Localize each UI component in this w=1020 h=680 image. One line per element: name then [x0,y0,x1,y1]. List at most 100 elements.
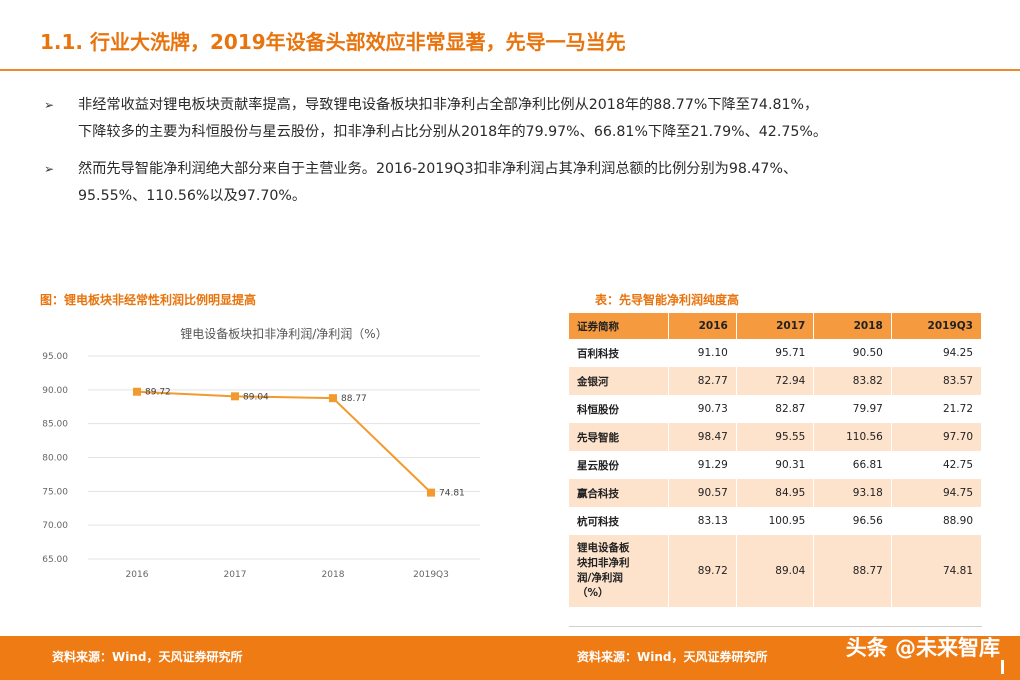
data-point [231,392,239,401]
table-cell: 89.72 [668,535,737,607]
table-row-label: 锂电设备板块扣非净利润/净利润 （%） [569,535,669,607]
bullet-item: ➢ 然而先导智能净利润绝大部分来自于主营业务。2016-2019Q3扣非净利润占… [44,156,1004,210]
table-row-label: 百利科技 [569,339,669,367]
table-cell: 72.94 [736,367,815,395]
table-cell: 21.72 [891,395,983,423]
table-row: 百利科技 91.10 95.71 90.50 94.25 [569,339,983,367]
y-tick-label: 80.00 [42,454,68,464]
table-cell: 94.75 [891,479,983,507]
page-title: 1.1. 行业大洗牌，2019年设备头部效应非常显著，先导一马当先 [40,30,626,54]
table-cell: 82.77 [668,367,737,395]
table-cell: 91.10 [668,339,737,367]
table-row-label: 星云股份 [569,451,669,479]
table-caption: 表：先导智能净利润纯度高 [595,293,740,307]
x-tick-label: 2018 [322,570,345,580]
x-tick-label: 2019Q3 [413,570,449,580]
bullet-arrow-icon: ➢ [44,162,55,176]
table-row: 星云股份 91.29 90.31 66.81 42.75 [569,451,983,479]
table-header-row: 证券简称 2016 2017 2018 2019Q3 [569,313,983,339]
series-line [136,390,432,494]
table-header-cell: 2017 [736,313,815,339]
table-cell: 42.75 [891,451,983,479]
table-header-cell: 2016 [668,313,737,339]
x-tick-label: 2016 [126,570,149,580]
table-row-label: 先导智能 [569,423,669,451]
chart-title: 锂电设备板块扣非净利润/净利润（%） [180,326,387,341]
data-label: 74.81 [439,489,465,499]
table-cell: 88.77 [813,535,892,607]
table-cell: 90.73 [668,395,737,423]
table-row-label-line: （%） [577,587,609,599]
table-row-label: 金银河 [569,367,669,395]
table-cell: 110.56 [813,423,892,451]
table-row: 科恒股份 90.73 82.87 79.97 21.72 [569,395,983,423]
table-cell: 95.55 [736,423,815,451]
table-cell: 94.25 [891,339,983,367]
table-row-label: 杭可科技 [569,507,669,535]
table-row-label-line: 块扣非净利 [577,557,630,569]
data-label: 88.77 [341,394,367,404]
data-table: 证券简称 2016 2017 2018 2019Q3 百利科技 91.10 95.7… [569,313,983,607]
table-row-label-line: 润/净利润 [577,572,623,584]
bullet-line: 95.55%、110.56%以及97.70%。 [78,188,307,204]
table-cell: 74.81 [891,535,983,607]
table-row-label-line: 锂电设备板 [577,542,630,554]
table-header-cell: 2019Q3 [891,313,983,339]
table-row: 锂电设备板块扣非净利润/净利润 （%） 89.72 89.04 88.77 74.81 [569,535,983,607]
table-header-cell: 2018 [813,313,892,339]
y-tick-label: 65.00 [42,555,68,565]
table-cell: 100.95 [736,507,815,535]
bullet-item: ➢ 非经常收益对锂电板块贡献率提高，导致锂电设备板块扣非净利占全部净利比例从20… [44,92,1004,146]
bullet-line: 下降较多的主要为科恒股份与星云股份，扣非净利占比分别从2018年的79.97%、… [78,124,828,140]
table-cell: 97.70 [891,423,983,451]
table-cell: 83.13 [668,507,737,535]
table-cell: 91.29 [668,451,737,479]
table-cell: 83.57 [891,367,983,395]
table-cell: 84.95 [736,479,815,507]
y-tick-label: 95.00 [42,352,68,362]
data-label: 89.72 [145,388,171,398]
table-row: 杭可科技 83.13 100.95 96.56 88.90 [569,507,983,535]
bullet-list: ➢ 非经常收益对锂电板块贡献率提高，导致锂电设备板块扣非净利占全部净利比例从20… [44,92,1004,220]
data-point [133,387,141,396]
bullet-line: 然而先导智能净利润绝大部分来自于主营业务。2016-2019Q3扣非净利润占其净… [78,161,798,177]
page-marker [1001,660,1012,674]
data-label: 89.04 [243,392,269,402]
line-chart: 锂电设备板块扣非净利润/净利润（%） 95.00 90.00 85.00 80.00 75… [42,326,480,580]
y-tick-label: 75.00 [42,487,68,497]
table-row-label: 赢合科技 [569,479,669,507]
figure-caption: 图：锂电板块非经常性利润比例明显提高 [40,293,257,307]
table-row-label: 科恒股份 [569,395,669,423]
bullet-line: 非经常收益对锂电板块贡献率提高，导致锂电设备板块扣非净利占全部净利比例从2018… [78,97,819,113]
y-tick-label: 70.00 [42,521,68,531]
data-point [427,488,435,497]
y-tick-label: 85.00 [42,420,68,430]
table-cell: 96.56 [813,507,892,535]
figure-source: 资料来源：Wind，天风证券研究所 [52,650,243,664]
title-divider [0,69,1020,71]
table-row: 金银河 82.77 72.94 83.82 83.57 [569,367,983,395]
table-row: 先导智能 98.47 95.55 110.56 97.70 [569,423,983,451]
table-cell: 95.71 [736,339,815,367]
y-tick-label: 90.00 [42,386,68,396]
table-row: 赢合科技 90.57 84.95 93.18 94.75 [569,479,983,507]
table-cell: 90.57 [668,479,737,507]
table-cell: 79.97 [813,395,892,423]
table-bottom-rule [569,626,982,627]
table-cell: 83.82 [813,367,892,395]
data-point [329,394,337,403]
table-cell: 89.04 [736,535,815,607]
bullet-arrow-icon: ➢ [44,98,55,112]
table-cell: 90.31 [736,451,815,479]
table-cell: 66.81 [813,451,892,479]
table-source: 资料来源：Wind，天风证券研究所 [577,650,768,664]
watermark: 头条 @未来智库 [845,636,1000,660]
table-cell: 98.47 [668,423,737,451]
table-header-cell: 证券简称 [569,313,669,339]
table-cell: 82.87 [736,395,815,423]
footer-bar: 资料来源：Wind，天风证券研究所 资料来源：Wind，天风证券研究所 [0,636,1020,680]
table-cell: 93.18 [813,479,892,507]
table-cell: 88.90 [891,507,983,535]
x-tick-label: 2017 [224,570,247,580]
table-cell: 90.50 [813,339,892,367]
